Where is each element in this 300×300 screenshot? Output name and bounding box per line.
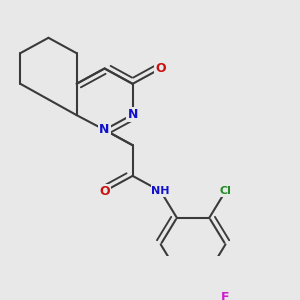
Text: O: O	[99, 185, 110, 198]
Text: NH: NH	[152, 186, 170, 196]
Text: Cl: Cl	[220, 186, 231, 196]
Text: O: O	[155, 62, 166, 75]
Text: F: F	[221, 291, 230, 300]
Text: N: N	[99, 123, 110, 136]
Text: N: N	[128, 108, 138, 121]
